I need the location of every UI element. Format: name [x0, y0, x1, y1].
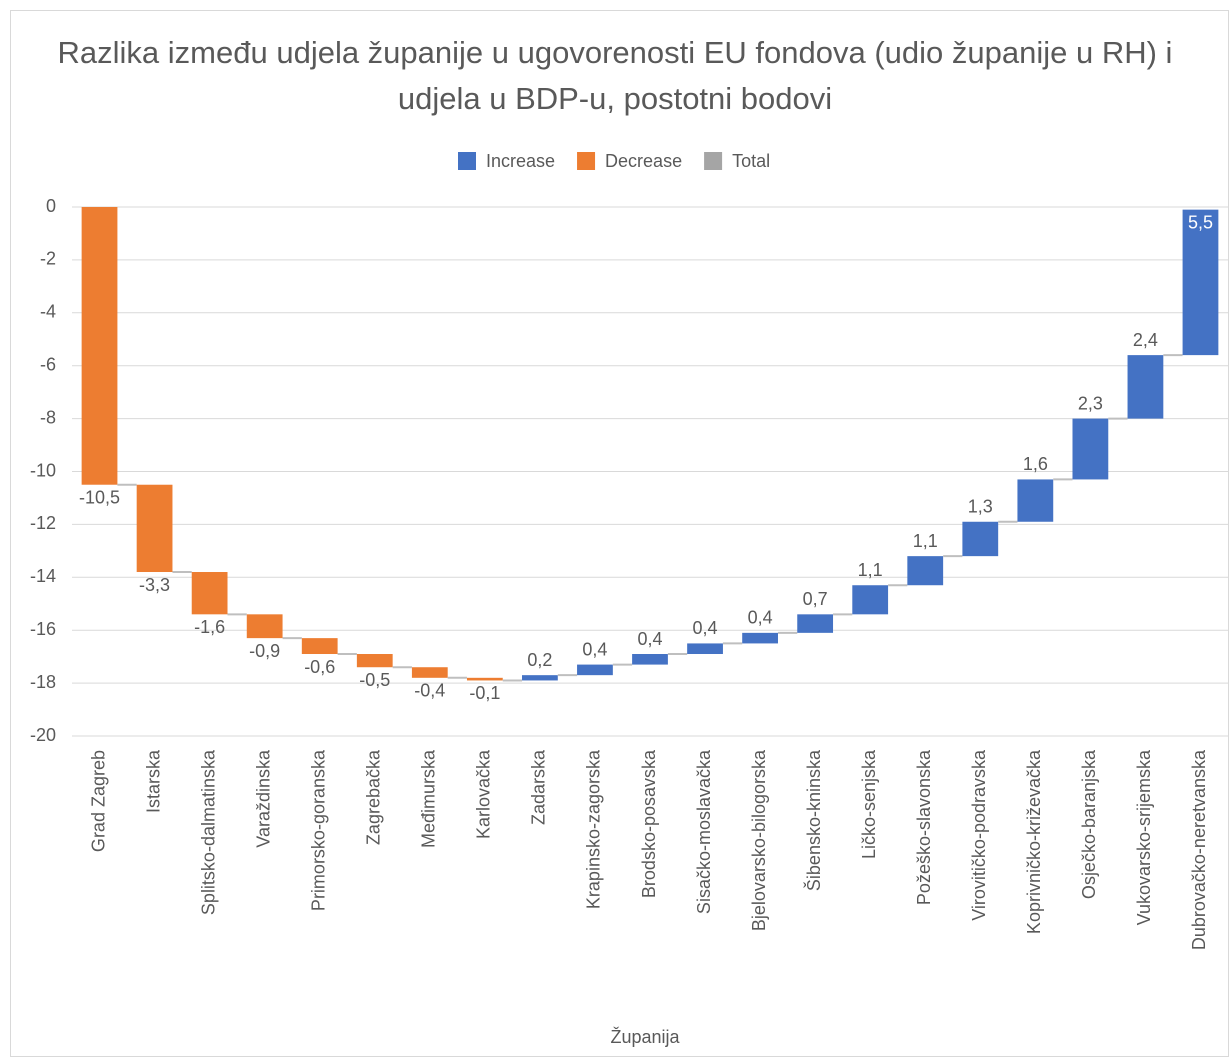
bar [136, 484, 173, 573]
bar [577, 664, 613, 676]
legend-swatch [704, 152, 723, 170]
chart-title: Razlika između udjela županije u ugovore… [57, 35, 1173, 116]
x-tick-label: Zadarska [529, 749, 549, 825]
x-tick-label: Sisačko-moslavačka [694, 749, 714, 914]
data-label: 1,1 [913, 531, 938, 551]
bar [907, 556, 944, 586]
x-tick-label: Požeško-slavonska [914, 749, 934, 905]
x-tick-label: Zagrebačka [364, 749, 384, 845]
bar [797, 614, 834, 633]
x-tick-label: Splitsko-dalmatinska [198, 749, 218, 915]
y-tick-label: 0 [46, 196, 56, 216]
x-axis-label: Županija [610, 1027, 680, 1047]
x-tick-label: Koprivničko-križevačka [1024, 749, 1044, 934]
data-label: 0,4 [582, 639, 607, 659]
x-tick-label: Međimurska [419, 749, 439, 848]
x-tick-label: Bjelovarsko-bilogorska [749, 749, 769, 931]
bar [191, 572, 228, 615]
x-tick-label: Karlovačka [474, 749, 494, 839]
data-label: -3,3 [139, 575, 170, 595]
data-label: -0,9 [249, 641, 280, 661]
x-tick-label: Ličko-senjska [859, 749, 879, 859]
x-tick-label: Virovitičko-podravska [969, 749, 989, 921]
x-tick-label: Varaždinska [253, 749, 273, 848]
data-label: 5,5 [1188, 212, 1213, 232]
data-label: -0,6 [304, 657, 335, 677]
y-tick-label: -4 [40, 302, 56, 322]
legend-swatch [577, 152, 596, 170]
bar [1127, 355, 1164, 419]
bar [522, 675, 558, 681]
x-tick-label: Vukovarsko-srijemska [1134, 749, 1154, 925]
data-label: 0,4 [748, 608, 773, 628]
legend-label: Total [732, 151, 770, 171]
data-label: -0,1 [469, 683, 500, 703]
bar [81, 207, 118, 485]
x-tick-label: Krapinsko-zagorska [584, 749, 604, 909]
bar [962, 521, 999, 557]
bar [742, 632, 778, 644]
bar [1072, 418, 1109, 480]
chart-frame [10, 10, 1229, 1057]
bar [632, 654, 668, 665]
x-tick-label: Grad Zagreb [88, 750, 108, 852]
y-tick-label: -16 [30, 619, 56, 639]
data-label: 1,3 [968, 497, 993, 517]
bar [466, 677, 503, 681]
data-label: 0,4 [693, 618, 718, 638]
y-tick-label: -2 [40, 249, 56, 269]
y-tick-label: -12 [30, 513, 56, 533]
data-label: 0,4 [637, 629, 662, 649]
bar [301, 638, 338, 655]
y-tick-label: -6 [40, 354, 56, 374]
x-tick-label: Primorsko-goranska [308, 749, 328, 911]
data-label: -1,6 [194, 617, 225, 637]
data-label: 2,3 [1078, 393, 1103, 413]
legend-label: Decrease [605, 151, 682, 171]
bar [246, 614, 283, 639]
data-label: -0,5 [359, 670, 390, 690]
bar [852, 585, 889, 615]
data-label: -0,4 [414, 681, 445, 701]
x-tick-label: Dubrovačko-neretvanska [1189, 749, 1209, 950]
data-label: 0,2 [527, 650, 552, 670]
y-tick-label: -10 [30, 460, 56, 480]
bar [1017, 479, 1054, 522]
x-tick-label: Istarska [143, 749, 163, 813]
legend-label: Increase [486, 151, 555, 171]
y-tick-label: -14 [30, 566, 56, 586]
data-label: 2,4 [1133, 330, 1158, 350]
data-label: 0,7 [803, 589, 828, 609]
x-tick-label: Šibensko-kninska [803, 749, 824, 891]
y-tick-label: -8 [40, 407, 56, 427]
data-label: 1,6 [1023, 454, 1048, 474]
y-tick-label: -20 [30, 725, 56, 745]
bar [356, 654, 393, 668]
bar [687, 643, 723, 655]
x-tick-label: Brodsko-posavska [639, 749, 659, 898]
legend-swatch [458, 152, 476, 170]
bar [1182, 209, 1219, 356]
data-label: -10,5 [79, 487, 120, 507]
data-label: 1,1 [858, 560, 883, 580]
y-tick-label: -18 [30, 672, 56, 692]
bar [411, 667, 448, 678]
x-tick-label: Osječko-baranjska [1079, 749, 1099, 899]
